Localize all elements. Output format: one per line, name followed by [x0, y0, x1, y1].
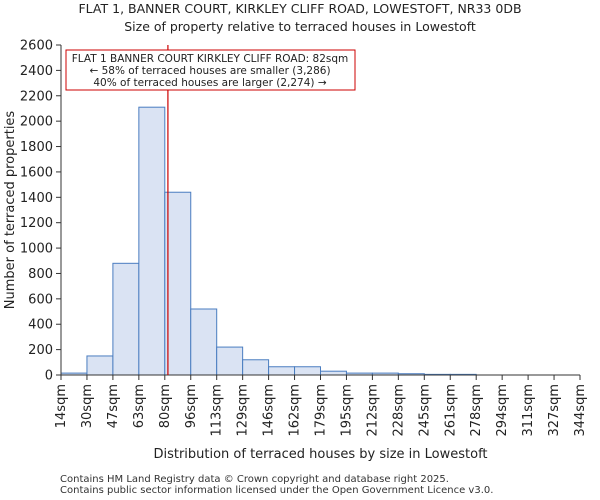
x-tick-label: 146sqm — [262, 384, 277, 437]
x-tick-label: 245sqm — [417, 384, 432, 437]
annotation-line-1: FLAT 1 BANNER COURT KIRKLEY CLIFF ROAD: … — [72, 53, 349, 65]
y-tick-label: 2200 — [20, 89, 53, 104]
y-tick-label: 2400 — [20, 64, 53, 79]
y-tick-label: 1400 — [20, 191, 53, 206]
x-tick-label: 228sqm — [391, 384, 406, 437]
histogram-bar — [138, 106, 166, 376]
y-tick-label: 1000 — [20, 242, 53, 257]
y-axis-label: Number of terraced properties — [3, 111, 18, 310]
x-tick-label: 344sqm — [573, 384, 588, 437]
y-tick-label: 1600 — [20, 165, 53, 180]
x-tick-label: 261sqm — [443, 384, 458, 437]
x-tick-label: 179sqm — [314, 384, 329, 437]
histogram-bar — [320, 370, 347, 376]
chart-title: FLAT 1, BANNER COURT, KIRKLEY CLIFF ROAD… — [78, 1, 522, 16]
y-tick-label: 200 — [28, 343, 53, 358]
x-tick-label: 14sqm — [54, 384, 69, 428]
annotation-box — [65, 49, 356, 91]
histogram-bar — [216, 346, 244, 376]
x-tick-label: 63sqm — [132, 384, 147, 428]
x-tick-label: 311sqm — [521, 384, 536, 437]
x-tick-label: 129sqm — [236, 384, 251, 437]
annotation-line-2: ← 58% of terraced houses are smaller (3,… — [89, 65, 330, 77]
x-tick-label: 278sqm — [469, 384, 484, 437]
y-tick-label: 2000 — [20, 115, 53, 130]
y-tick-label: 2600 — [20, 39, 53, 54]
footer-licence: Contains public sector information licen… — [60, 485, 494, 496]
histogram-bar — [242, 359, 270, 376]
y-tick-label: 600 — [28, 292, 53, 307]
x-tick-label: 195sqm — [339, 384, 354, 437]
y-tick-label: 0 — [45, 369, 53, 384]
x-axis-label: Distribution of terraced houses by size … — [153, 447, 487, 462]
histogram-bar — [86, 355, 114, 376]
y-tick-label: 800 — [28, 267, 53, 282]
x-tick-label: 80sqm — [158, 384, 173, 428]
footer-copyright: Contains HM Land Registry data © Crown c… — [60, 474, 449, 485]
x-tick-label: 212sqm — [365, 384, 380, 437]
y-tick-label: 1200 — [20, 216, 53, 231]
x-tick-label: 47sqm — [106, 384, 121, 428]
histogram-bar — [112, 262, 140, 376]
x-tick-label: 327sqm — [547, 384, 562, 437]
histogram-bar — [190, 308, 218, 376]
y-tick-label: 400 — [28, 318, 53, 333]
histogram-bar — [294, 366, 321, 376]
histogram-bar — [164, 191, 192, 376]
x-tick-label: 113sqm — [210, 384, 225, 437]
histogram-bar — [268, 366, 296, 376]
annotation-line-3: 40% of terraced houses are larger (2,274… — [93, 77, 326, 89]
y-tick-label: 1800 — [20, 140, 53, 155]
x-tick-label: 96sqm — [184, 384, 199, 428]
x-tick-label: 294sqm — [495, 384, 510, 437]
x-tick-label: 162sqm — [288, 384, 303, 437]
chart-subtitle: Size of property relative to terraced ho… — [124, 19, 476, 34]
x-tick-label: 30sqm — [80, 384, 95, 428]
